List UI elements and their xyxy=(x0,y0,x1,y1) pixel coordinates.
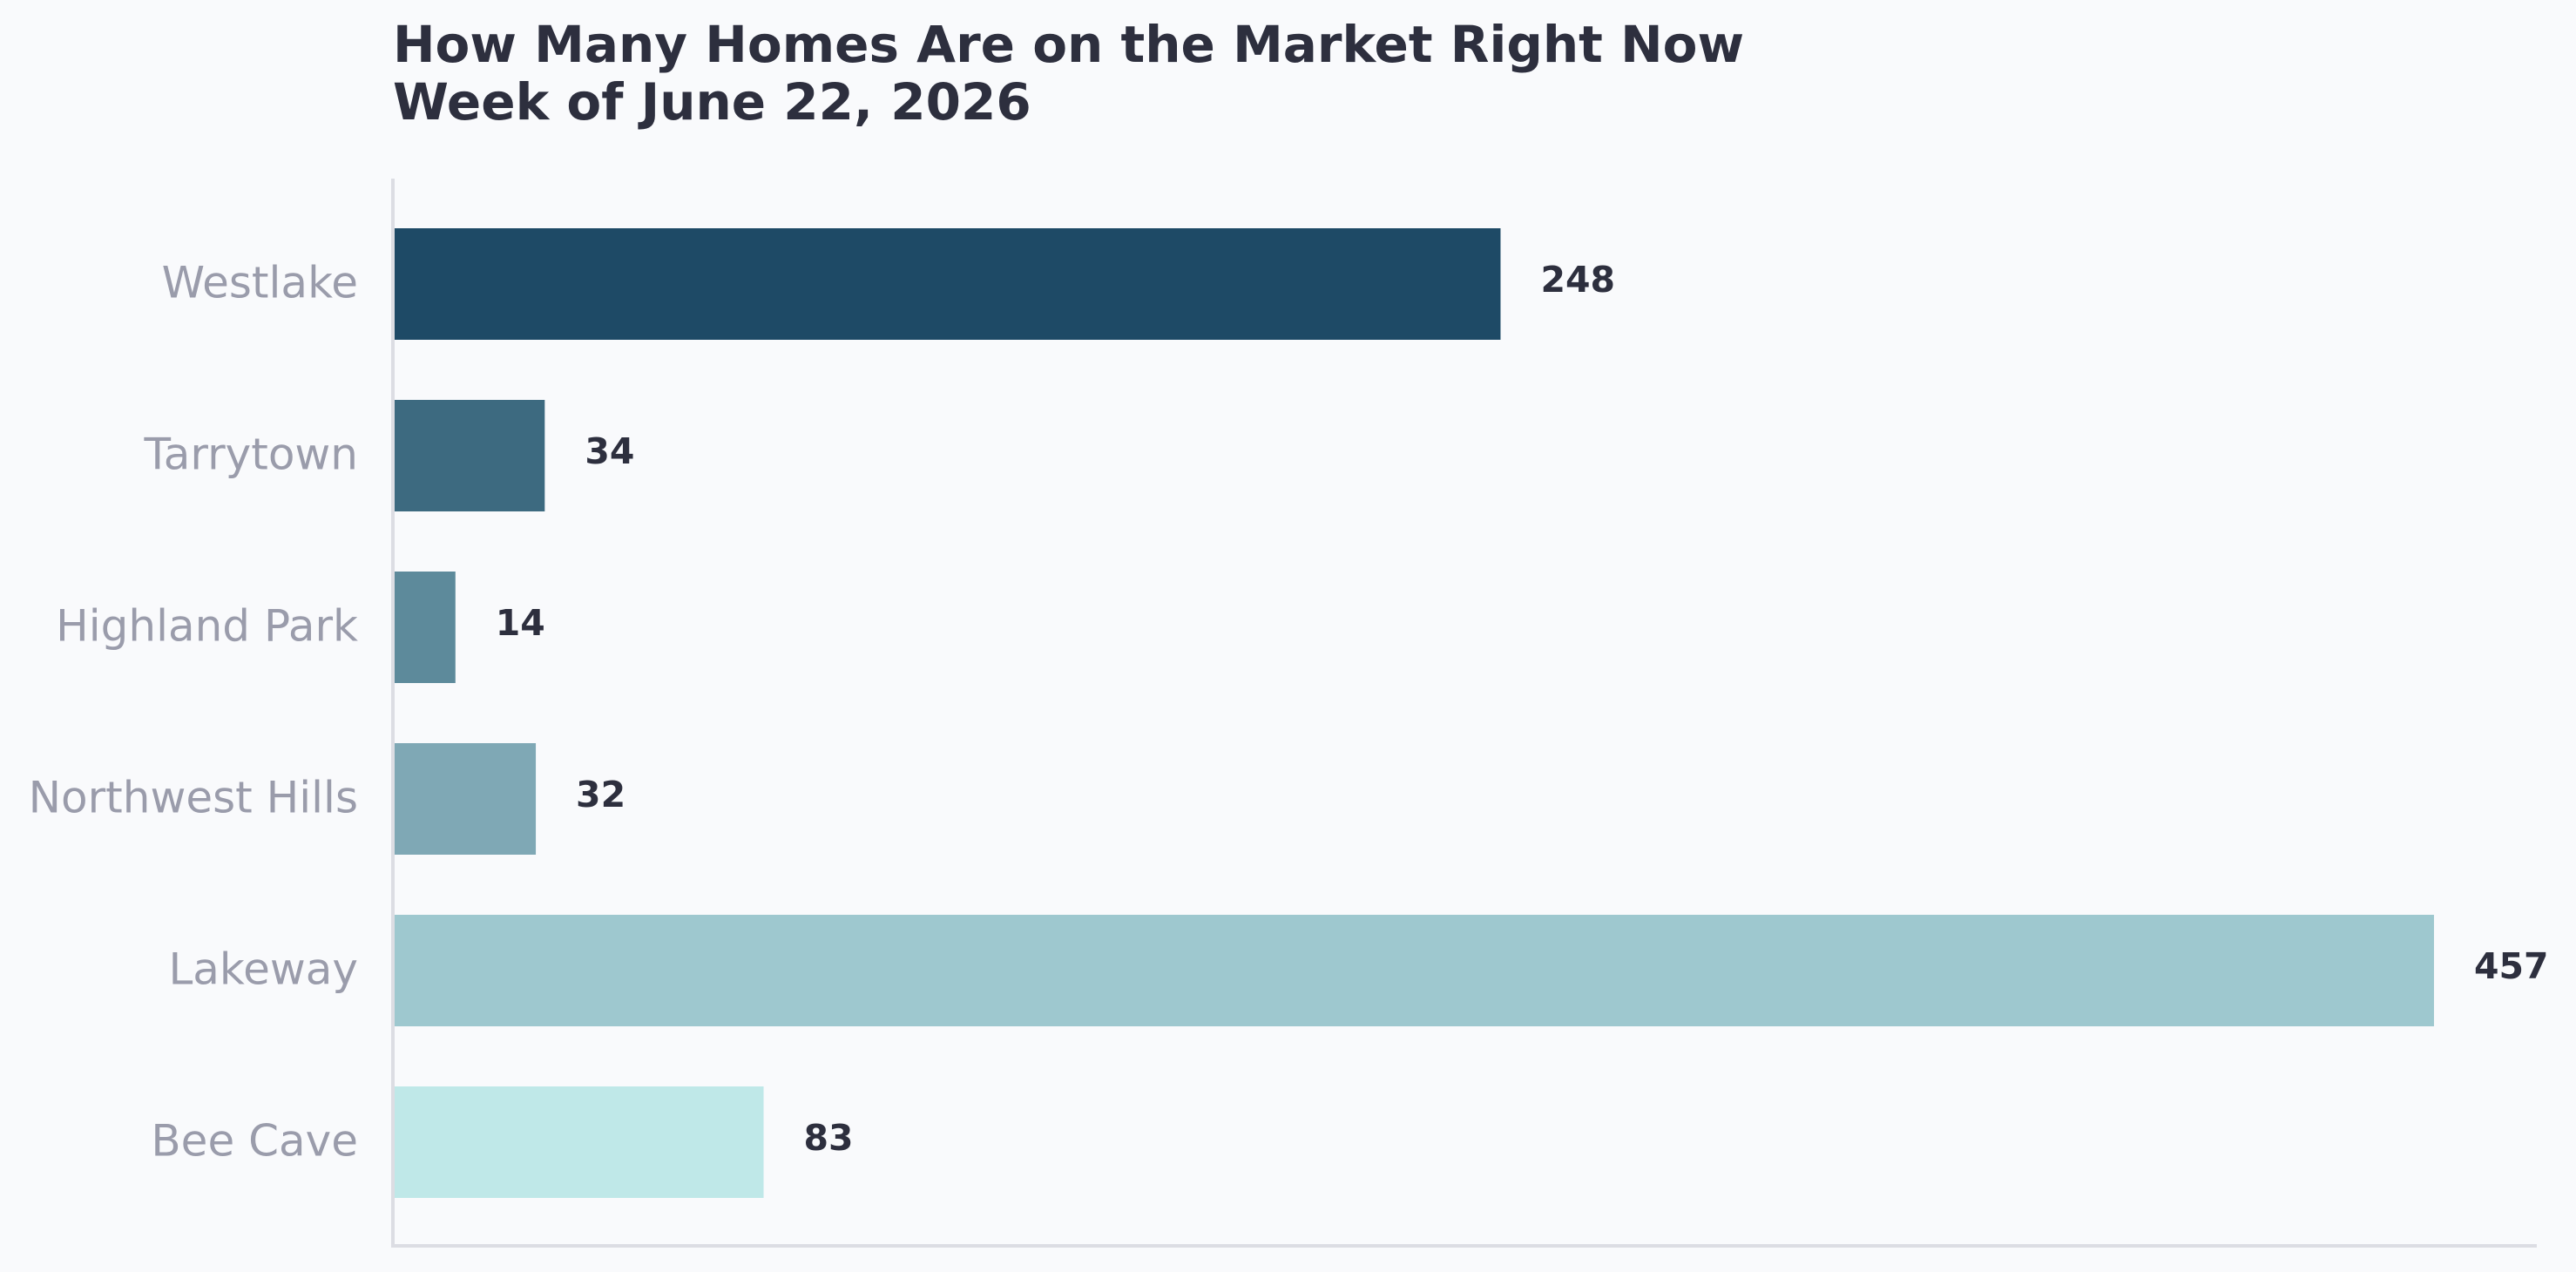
category-label-lakeway: Lakeway xyxy=(168,944,358,995)
value-label-lakeway: 457 xyxy=(2474,945,2549,987)
bar-bee-cave xyxy=(393,1086,764,1198)
bars-layer xyxy=(393,228,2434,1198)
category-label-highland-park: Highland Park xyxy=(56,601,358,652)
labels-layer: Westlake 248 Tarrytown 34 Highland Park 14 Nor… xyxy=(29,258,2549,1167)
bar-highland-park xyxy=(393,572,456,683)
chart-title-line: How Many Homes Are on the Market Right N… xyxy=(393,15,1745,74)
bar-lakeway xyxy=(393,915,2434,1026)
value-label-westlake: 248 xyxy=(1540,259,1615,301)
bar-westlake xyxy=(393,228,1501,340)
value-label-tarrytown: 34 xyxy=(585,430,634,472)
value-label-highland-park: 14 xyxy=(496,602,545,644)
bar-northwest-hills xyxy=(393,743,537,855)
category-label-westlake: Westlake xyxy=(162,258,358,308)
category-label-tarrytown: Tarrytown xyxy=(143,430,358,480)
chart-title: How Many Homes Are on the Market Right N… xyxy=(393,16,1744,131)
value-label-bee-cave: 83 xyxy=(804,1117,854,1159)
bar-tarrytown xyxy=(393,400,545,511)
chart-subtitle: Week of June 22, 2026 xyxy=(393,72,1031,132)
category-label-northwest-hills: Northwest Hills xyxy=(29,773,358,823)
value-label-northwest-hills: 32 xyxy=(576,774,625,815)
category-label-bee-cave: Bee Cave xyxy=(151,1116,358,1167)
